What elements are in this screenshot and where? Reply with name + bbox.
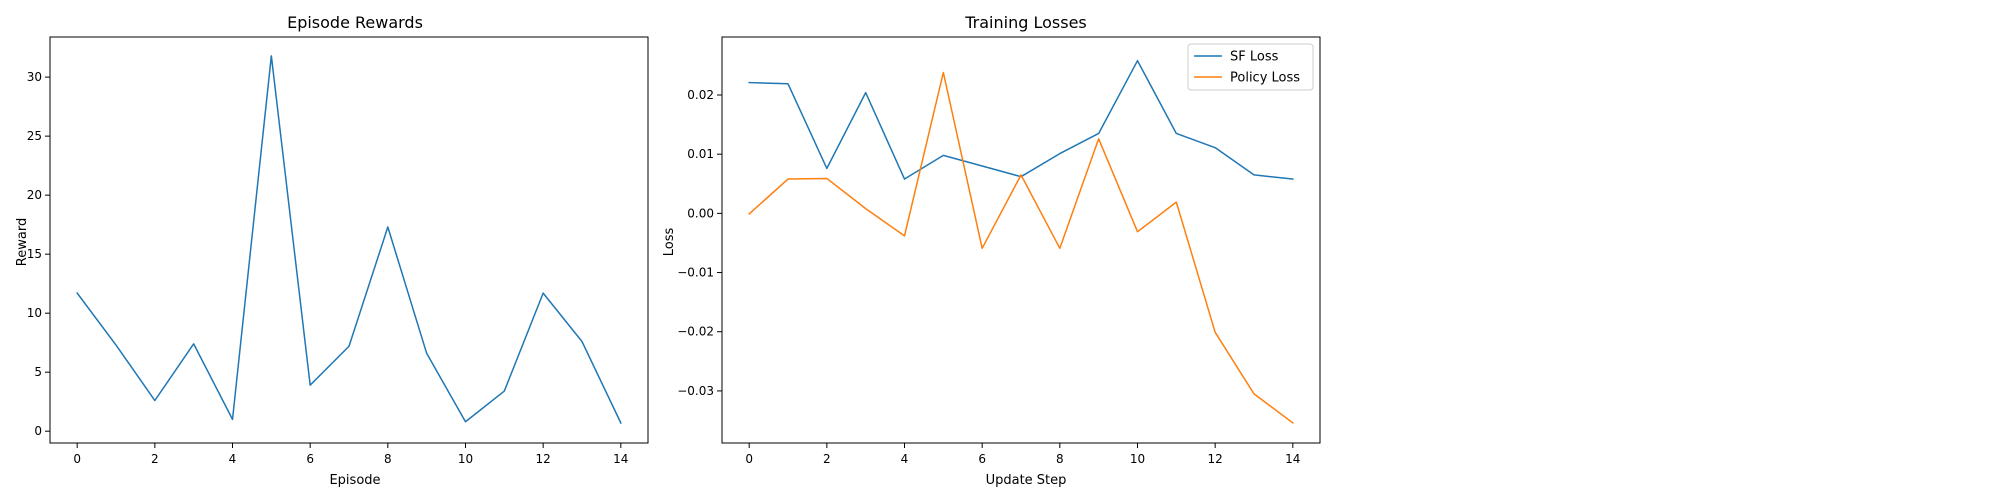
y-tick-label: −0.01 <box>677 266 714 280</box>
y-tick-label: −0.02 <box>677 325 714 339</box>
x-tick-label: 6 <box>978 452 986 466</box>
x-tick-label: 8 <box>384 452 392 466</box>
plot-frame <box>721 36 1321 444</box>
plot-lines <box>76 55 622 424</box>
chart-title: Training Losses <box>964 13 1087 32</box>
chart-title: Episode Rewards <box>287 13 423 32</box>
y-axis-label: Reward <box>15 218 30 266</box>
x-tick-label: 8 <box>1056 452 1064 466</box>
y-tick-label: 0.02 <box>687 88 714 102</box>
legend: SF Loss Policy Loss <box>1187 43 1314 91</box>
y-tick-label: 30 <box>27 70 42 84</box>
y-tick-label: 15 <box>27 247 42 261</box>
x-tick-label: 0 <box>745 452 753 466</box>
y-tick-label: 0 <box>34 424 42 438</box>
y-tick-label: 10 <box>27 306 42 320</box>
x-tick-label: 0 <box>73 452 81 466</box>
y-axis-label: Loss <box>662 228 677 257</box>
x-tick-label: 10 <box>458 452 473 466</box>
x-tick-label: 6 <box>306 452 314 466</box>
x-axis-label: Episode <box>329 473 380 488</box>
y-tick-label: 20 <box>27 188 42 202</box>
plot-lines <box>748 59 1294 424</box>
x-tick-label: 2 <box>151 452 159 466</box>
tick-group: 0 2 4 6 8 10 12 14 0 5 10 15 20 25 30 <box>27 70 629 466</box>
chart-episode-rewards: Episode Rewards Episode Reward 0 2 4 6 8 10 12… <box>15 13 649 488</box>
x-tick-label: 14 <box>1285 452 1300 466</box>
tick-group: 0 2 4 6 8 10 12 14 −0.03 −0.02 −0.01 0.00 0.01 0.02 <box>677 88 1300 466</box>
x-tick-label: 4 <box>901 452 909 466</box>
legend-label-policy-loss: Policy Loss <box>1230 71 1300 86</box>
legend-label-sf-loss: SF Loss <box>1230 50 1279 65</box>
x-tick-label: 10 <box>1130 452 1145 466</box>
series-line-sf-loss <box>748 59 1294 180</box>
x-axis-label: Update Step <box>986 473 1067 488</box>
y-tick-label: 0.00 <box>687 206 714 220</box>
x-tick-label: 4 <box>229 452 237 466</box>
x-tick-label: 14 <box>613 452 628 466</box>
y-tick-label: 25 <box>27 129 42 143</box>
x-tick-label: 12 <box>536 452 551 466</box>
chart-training-losses: Training Losses Update Step Loss 0 2 4 6 8 10… <box>662 13 1321 488</box>
plot-frame <box>49 36 649 444</box>
x-tick-label: 12 <box>1208 452 1223 466</box>
y-tick-label: 0.01 <box>687 147 714 161</box>
series-line-policy-loss <box>748 71 1294 424</box>
x-tick-label: 2 <box>823 452 831 466</box>
series-line-series-0 <box>76 55 622 424</box>
y-tick-label: −0.03 <box>677 384 714 398</box>
y-tick-label: 5 <box>34 365 42 379</box>
